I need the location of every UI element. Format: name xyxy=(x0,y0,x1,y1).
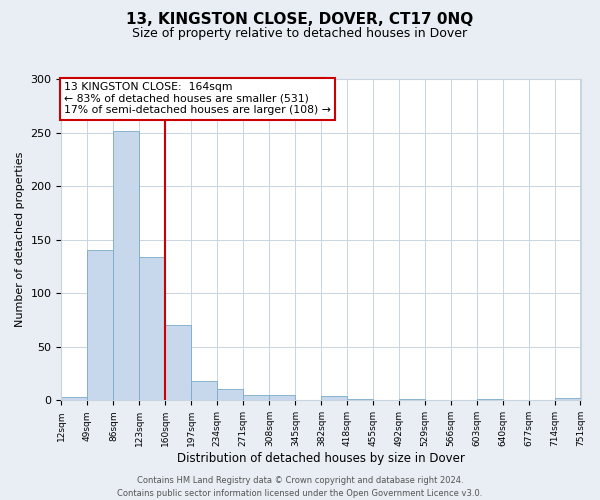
Bar xyxy=(554,398,581,400)
Bar xyxy=(166,326,191,400)
Bar xyxy=(191,381,217,400)
Bar xyxy=(113,132,139,400)
X-axis label: Distribution of detached houses by size in Dover: Distribution of detached houses by size … xyxy=(177,452,465,465)
Bar xyxy=(322,396,347,400)
Text: Size of property relative to detached houses in Dover: Size of property relative to detached ho… xyxy=(133,28,467,40)
Text: 13 KINGSTON CLOSE:  164sqm
← 83% of detached houses are smaller (531)
17% of sem: 13 KINGSTON CLOSE: 164sqm ← 83% of detac… xyxy=(64,82,331,116)
Y-axis label: Number of detached properties: Number of detached properties xyxy=(15,152,25,328)
Text: Contains HM Land Registry data © Crown copyright and database right 2024.
Contai: Contains HM Land Registry data © Crown c… xyxy=(118,476,482,498)
Bar xyxy=(217,388,244,400)
Bar xyxy=(61,397,88,400)
Bar xyxy=(244,395,269,400)
Bar xyxy=(269,395,295,400)
Text: 13, KINGSTON CLOSE, DOVER, CT17 0NQ: 13, KINGSTON CLOSE, DOVER, CT17 0NQ xyxy=(127,12,473,28)
Bar xyxy=(88,250,113,400)
Bar xyxy=(139,257,166,400)
